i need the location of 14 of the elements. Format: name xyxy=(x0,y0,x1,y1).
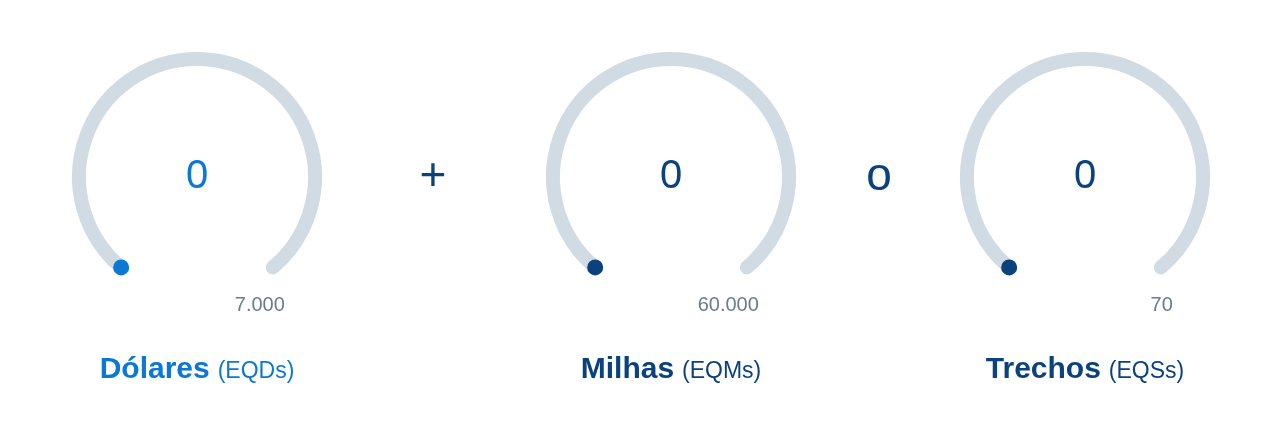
data-label: 0 xyxy=(1073,152,1097,197)
text: Milhas xyxy=(580,351,675,384)
text: + xyxy=(419,147,447,200)
data-label: 0 xyxy=(659,152,683,197)
data-label: 0 xyxy=(185,152,209,197)
data-label: 7.000 xyxy=(234,293,285,316)
data-label: 70 xyxy=(1150,293,1173,316)
text: Dólares xyxy=(99,351,210,384)
text: (EQSs) xyxy=(1108,357,1185,383)
text: o xyxy=(866,147,892,200)
text: (EQDs) xyxy=(217,357,295,383)
text: (EQMs) xyxy=(682,357,762,383)
data-label: 60.000 xyxy=(697,293,759,316)
text: Trechos xyxy=(985,351,1101,384)
